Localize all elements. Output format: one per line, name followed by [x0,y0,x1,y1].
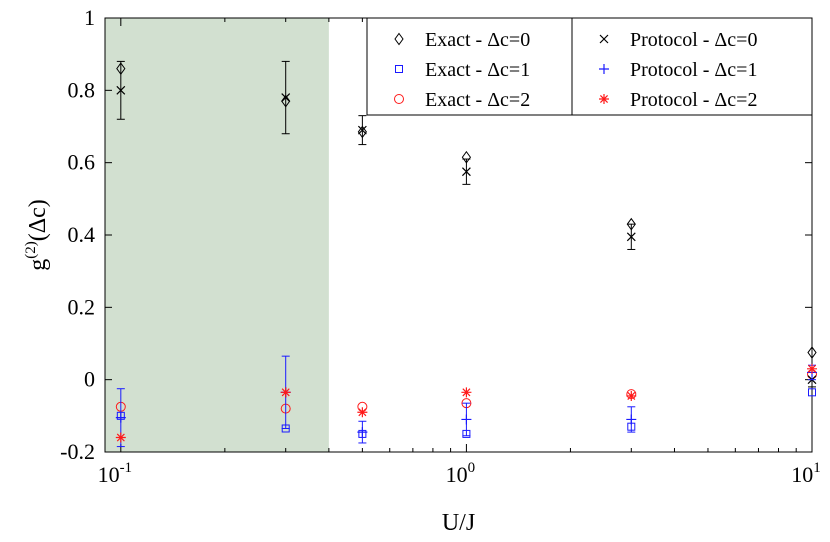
legend-label: Protocol - Δc=1 [630,59,757,81]
x-tick-label: 10-1 [98,460,133,487]
legend-label: Exact - Δc=1 [425,59,530,81]
y-axis-title-sup: (2) [23,241,39,259]
data-point [807,363,817,374]
y-tick-label: 0.8 [68,77,96,102]
data-point [808,388,816,397]
legend-marker [599,94,609,104]
legend-box [366,17,573,116]
x-tick-label: 101 [791,460,821,487]
data-point [357,407,368,418]
y-tick-label: 0.6 [68,150,96,175]
series-5 [115,363,817,443]
legend-marker [394,32,404,46]
legend-box [571,17,813,116]
data-point [357,427,368,438]
legend-label: Protocol - Δc=0 [630,29,757,51]
legend-marker [599,34,609,44]
legend-marker [394,94,404,104]
legend-marker [599,64,609,74]
legend: Exact - Δc=0 Exact - Δc=1 Exact - Δc=2 Prot… [366,17,813,116]
data-point [281,93,291,102]
data-point [461,414,472,425]
legend-label: Exact - Δc=2 [425,89,530,111]
legend-label: Exact - Δc=0 [425,29,530,51]
y-tick-label: -0.2 [60,439,95,464]
data-point [115,432,126,443]
data-point [357,125,367,135]
y-tick-label: 0.4 [68,222,96,247]
data-point [461,167,471,177]
legend-marker [395,65,403,73]
data-point [626,414,637,425]
y-axis-title-rest: (Δc) [25,199,51,241]
data-point [280,387,291,398]
legend-label: Protocol - Δc=2 [630,89,757,111]
data-point [461,387,472,398]
data-point [116,85,126,95]
y-tick-label: 0 [84,367,95,392]
data-point [626,390,637,401]
y-tick-label: 1 [84,5,95,30]
plot-area: -0.2 0 0.2 0.4 0.6 0.8 1 10-1 100 101 [60,5,821,487]
data-point [807,346,817,359]
data-point [626,232,636,242]
x-axis-title: U/J [442,510,475,536]
shaded-region [105,18,329,452]
x-tick-label: 100 [446,460,476,487]
y-tick-label: 0.2 [68,294,96,319]
y-axis-title-base: g [25,259,51,271]
y-axis-title: g(2)(Δc) [23,199,51,271]
data-point [115,412,126,423]
